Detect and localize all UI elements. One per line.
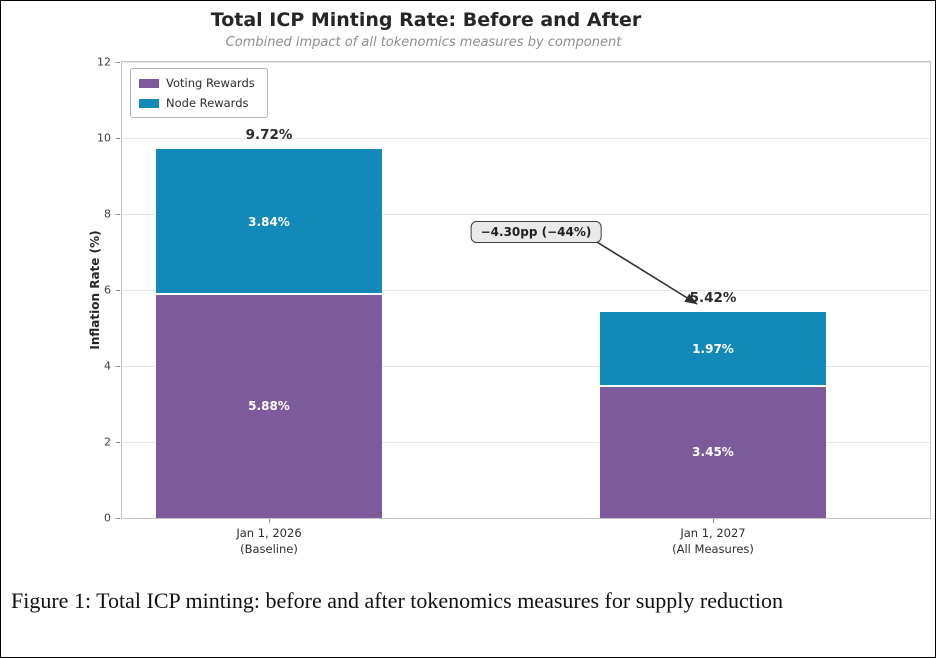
gridline (122, 137, 930, 139)
legend-item: Voting Rewards (139, 76, 255, 90)
bar-segment-label: 5.88% (248, 399, 290, 414)
plot-area: Voting Rewards Node Rewards −4.30pp (−44%… (121, 61, 931, 519)
bar-segment-voting-rewards (600, 386, 826, 518)
bar-segment-voting-rewards (156, 294, 382, 518)
y-tick-mark (116, 62, 120, 63)
legend-swatch-icon (139, 78, 159, 88)
x-tick-mark (269, 519, 270, 523)
bar-segment-label: 3.45% (692, 445, 734, 460)
x-tick-label: Jan 1, 2026 (Baseline) (236, 526, 302, 556)
legend-label: Node Rewards (166, 96, 249, 110)
y-tick-label: 12 (97, 55, 111, 69)
legend-swatch-icon (139, 98, 159, 108)
chart-subtitle: Combined impact of all tokenomics measur… (225, 35, 622, 50)
legend: Voting Rewards Node Rewards (130, 68, 268, 118)
y-tick-label: 10 (97, 131, 111, 145)
bar-total-label: 9.72% (245, 126, 293, 143)
gridline (122, 213, 930, 215)
annotation-callout: −4.30pp (−44%) (470, 221, 602, 243)
y-tick-label: 4 (104, 359, 111, 373)
gridline (122, 289, 930, 291)
x-tick-mark (713, 519, 714, 523)
bar-segment-label: 3.84% (248, 214, 290, 229)
bar-segment-node-rewards (600, 312, 826, 387)
y-tick-label: 8 (104, 207, 111, 221)
gridline (122, 61, 930, 63)
gridline (122, 365, 930, 367)
y-tick-mark (116, 290, 120, 291)
bar-total-label: 5.42% (689, 290, 737, 307)
bar-segment-label: 1.97% (692, 342, 734, 357)
legend-item: Node Rewards (139, 96, 255, 110)
chart-title: Total ICP Minting Rate: Before and After (210, 9, 642, 31)
y-tick-mark (116, 366, 120, 367)
y-tick-label: 0 (104, 511, 111, 525)
gridline (122, 441, 930, 443)
y-tick-mark (116, 214, 120, 215)
y-tick-label: 2 (104, 435, 111, 449)
y-tick-mark (116, 442, 120, 443)
figure-caption: Figure 1: Total ICP minting: before and … (11, 588, 783, 613)
bar-segment-node-rewards (156, 148, 382, 295)
y-tick-mark (116, 138, 120, 139)
y-tick-mark (116, 518, 120, 519)
x-tick-label: Jan 1, 2027 (All Measures) (672, 526, 754, 556)
y-tick-label: 6 (104, 283, 111, 297)
legend-label: Voting Rewards (166, 76, 255, 90)
